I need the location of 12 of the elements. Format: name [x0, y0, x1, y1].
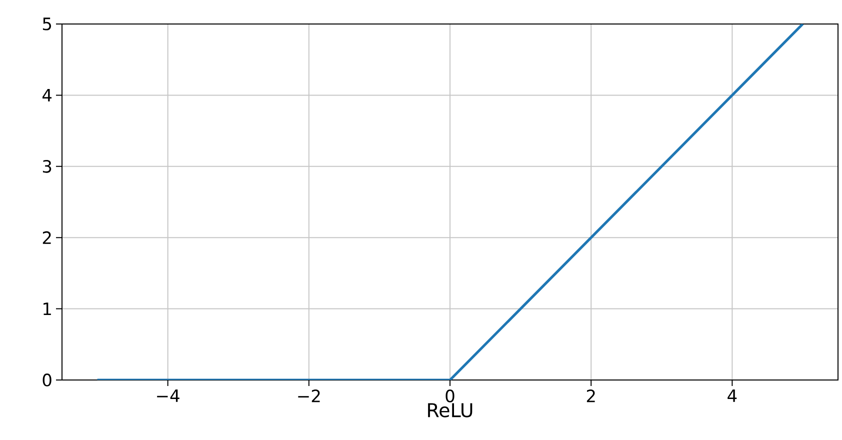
x-tick-label: 2	[586, 390, 595, 402]
x-tick-label: 0	[446, 390, 454, 402]
y-tick-label: 4	[42, 89, 52, 102]
x-tick-label: −2	[298, 390, 320, 402]
x-tick-label: −4	[157, 390, 180, 402]
x-tick-label: 4	[728, 390, 737, 402]
y-tick-label: 0	[42, 374, 52, 386]
y-tick-label: 5	[42, 18, 51, 30]
y-tick-label: 2	[42, 231, 51, 244]
x-axis-title: ReLU	[428, 403, 472, 418]
y-tick-label: 3	[42, 160, 52, 173]
y-tick-label: 1	[44, 302, 51, 315]
